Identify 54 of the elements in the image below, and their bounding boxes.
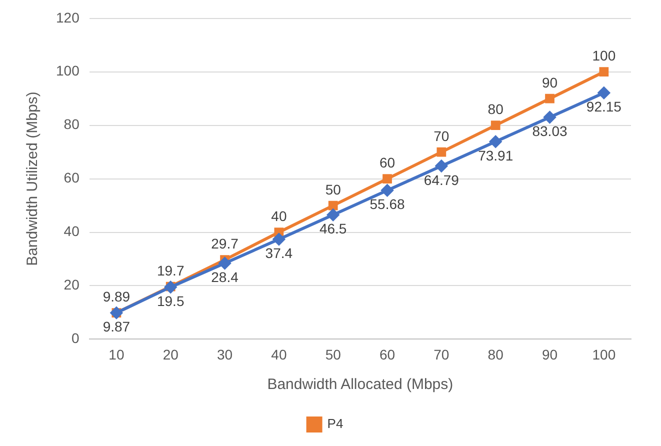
y-tick-label: 60 [64, 170, 80, 186]
x-tick-label: 90 [542, 346, 558, 362]
point [327, 208, 340, 221]
point [218, 257, 231, 270]
x-tick-label: 70 [434, 346, 450, 362]
point [490, 136, 502, 148]
y-tick-label: 100 [56, 62, 80, 79]
x-tick-label: 40 [271, 346, 287, 362]
point [328, 200, 338, 210]
point [490, 120, 500, 130]
data-label: 80 [488, 101, 504, 118]
data-label: 46.5 [319, 220, 347, 237]
x-tick-label: 60 [379, 346, 396, 362]
point [545, 94, 554, 104]
data-label: 55.68 [370, 196, 405, 212]
x-tick-label: 50 [325, 346, 342, 362]
x-tick-label: 10 [108, 346, 124, 362]
x-tick-label: 100 [592, 346, 616, 362]
x-tick-label: 20 [162, 346, 179, 362]
y-axis-title: Bandwidth Utilized (Mbps) [24, 92, 42, 266]
data-label: 40 [271, 208, 287, 224]
data-label: 73.91 [478, 147, 514, 164]
x-axis-title: Bandwidth Allocated (Mbps) [267, 376, 454, 394]
data-label: 9.87 [102, 318, 130, 335]
point [598, 86, 610, 99]
point [435, 160, 448, 172]
point [544, 111, 556, 124]
x-tick-label: 30 [216, 346, 233, 362]
point [272, 233, 285, 246]
point [436, 147, 446, 157]
y-tick-label: 40 [64, 223, 80, 240]
data-label: 19.7 [156, 262, 184, 278]
data-label: 92.15 [586, 98, 622, 115]
x-tick-label: 80 [488, 346, 504, 362]
data-label: 70 [434, 128, 450, 144]
data-label: 19.5 [156, 292, 184, 309]
data-label: 90 [542, 74, 558, 90]
y-tick-label: 0 [72, 330, 80, 346]
point [599, 67, 609, 77]
data-label: 64.79 [424, 172, 460, 188]
data-label: 28.4 [211, 269, 239, 286]
data-label: 37.4 [265, 245, 293, 262]
data-label: 29.7 [211, 236, 239, 252]
y-tick-label: 80 [64, 116, 80, 132]
y-tick-label: 120 [56, 9, 80, 26]
point [381, 184, 394, 196]
point [382, 174, 392, 184]
y-tick-label: 20 [64, 276, 80, 293]
legend-label: P4 [327, 416, 344, 432]
data-label: 50 [325, 181, 342, 198]
data-label: 100 [592, 48, 616, 64]
data-label: 9.89 [102, 288, 130, 305]
data-label: 83.03 [532, 123, 568, 140]
data-label: 60 [379, 154, 396, 171]
